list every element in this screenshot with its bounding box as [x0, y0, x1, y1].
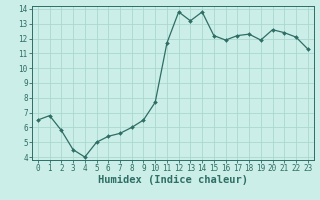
X-axis label: Humidex (Indice chaleur): Humidex (Indice chaleur) — [98, 175, 248, 185]
